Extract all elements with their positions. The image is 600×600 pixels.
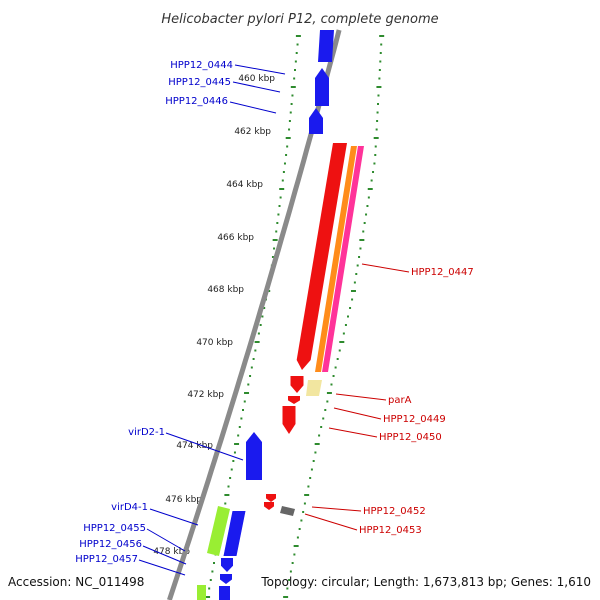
label-connector [311, 506, 362, 512]
gene-feature-blue [220, 574, 232, 584]
gene-labels: HPP12_0444 HPP12_0445 HPP12_0446 virD2-1 vir… [75, 60, 474, 565]
gene-feature-blue [315, 68, 329, 106]
kbp-label: 462 kbp [234, 127, 271, 137]
gene-feature-green [207, 506, 230, 556]
label-connector [232, 81, 281, 93]
label-connector [361, 263, 410, 273]
gene-label: virD2-1 [128, 427, 165, 438]
feature-track [167, 29, 364, 600]
gene-feature-red [290, 376, 304, 393]
label-connector [234, 64, 286, 75]
gene-label: HPP12_0455 [83, 523, 146, 534]
gene-label: HPP12_0457 [75, 554, 138, 565]
gene-feature-blue [219, 586, 230, 600]
gene-feature-red [296, 143, 347, 370]
gene-label: HPP12_0447 [411, 267, 474, 278]
label-connector [146, 528, 186, 552]
gene-label: parA [388, 395, 412, 406]
gene-label: HPP12_0453 [359, 525, 422, 536]
kbp-label: 470 kbp [196, 338, 233, 348]
gene-label: HPP12_0446 [165, 96, 228, 107]
label-connector [138, 559, 186, 576]
gene-feature-blue [318, 30, 334, 62]
gene-feature-pink [322, 146, 364, 372]
label-connector [149, 508, 199, 526]
label-connector [328, 427, 378, 438]
accession-text: Accession: NC_011498 [8, 575, 144, 589]
label-connector [229, 101, 277, 114]
gene-feature-red [264, 502, 274, 510]
gene-label: HPP12_0452 [363, 506, 426, 517]
label-connector [304, 513, 358, 531]
kbp-label: 466 kbp [217, 233, 254, 243]
kbp-label: 472 kbp [187, 390, 224, 400]
gene-label: HPP12_0444 [170, 60, 233, 71]
label-connector [142, 545, 187, 565]
kbp-label: 468 kbp [207, 285, 244, 295]
gene-feature-red [266, 494, 276, 502]
kbp-label: 476 kbp [165, 495, 202, 505]
gene-feature-red [282, 406, 296, 434]
kbp-label: 464 kbp [226, 180, 263, 190]
gene-feature-red [288, 396, 300, 404]
gene-feature-blue [223, 511, 246, 556]
gene-feature-blue [246, 432, 262, 480]
kbp-label: 474 kbp [176, 441, 213, 451]
gene-label: HPP12_0456 [79, 539, 142, 550]
kbp-label: 460 kbp [238, 74, 275, 84]
tick-marks: 460 kbp 462 kbp 464 kbp 466 kbp 468 kbp 470 k… [153, 35, 385, 598]
gene-label: HPP12_0445 [168, 77, 231, 88]
gene-label: HPP12_0449 [383, 414, 446, 425]
gene-feature-green [197, 585, 206, 600]
map-title: Helicobacter pylori P12, complete genome [161, 12, 438, 27]
label-connectors [138, 64, 410, 576]
gene-label: virD4-1 [111, 502, 148, 513]
gene-feature-cream [306, 380, 322, 396]
gene-feature-blue [309, 108, 323, 134]
topology-text: Topology: circular; Length: 1,673,813 bp… [260, 575, 591, 589]
gene-feature-blue [221, 558, 233, 572]
gene-feature-orange [315, 146, 357, 372]
label-connector [335, 393, 387, 401]
label-connector [165, 432, 244, 461]
kbp-label: 478 kbp [153, 547, 190, 557]
gene-feature-gray [280, 506, 295, 516]
label-connector [333, 407, 382, 420]
gene-label: HPP12_0450 [379, 432, 442, 443]
